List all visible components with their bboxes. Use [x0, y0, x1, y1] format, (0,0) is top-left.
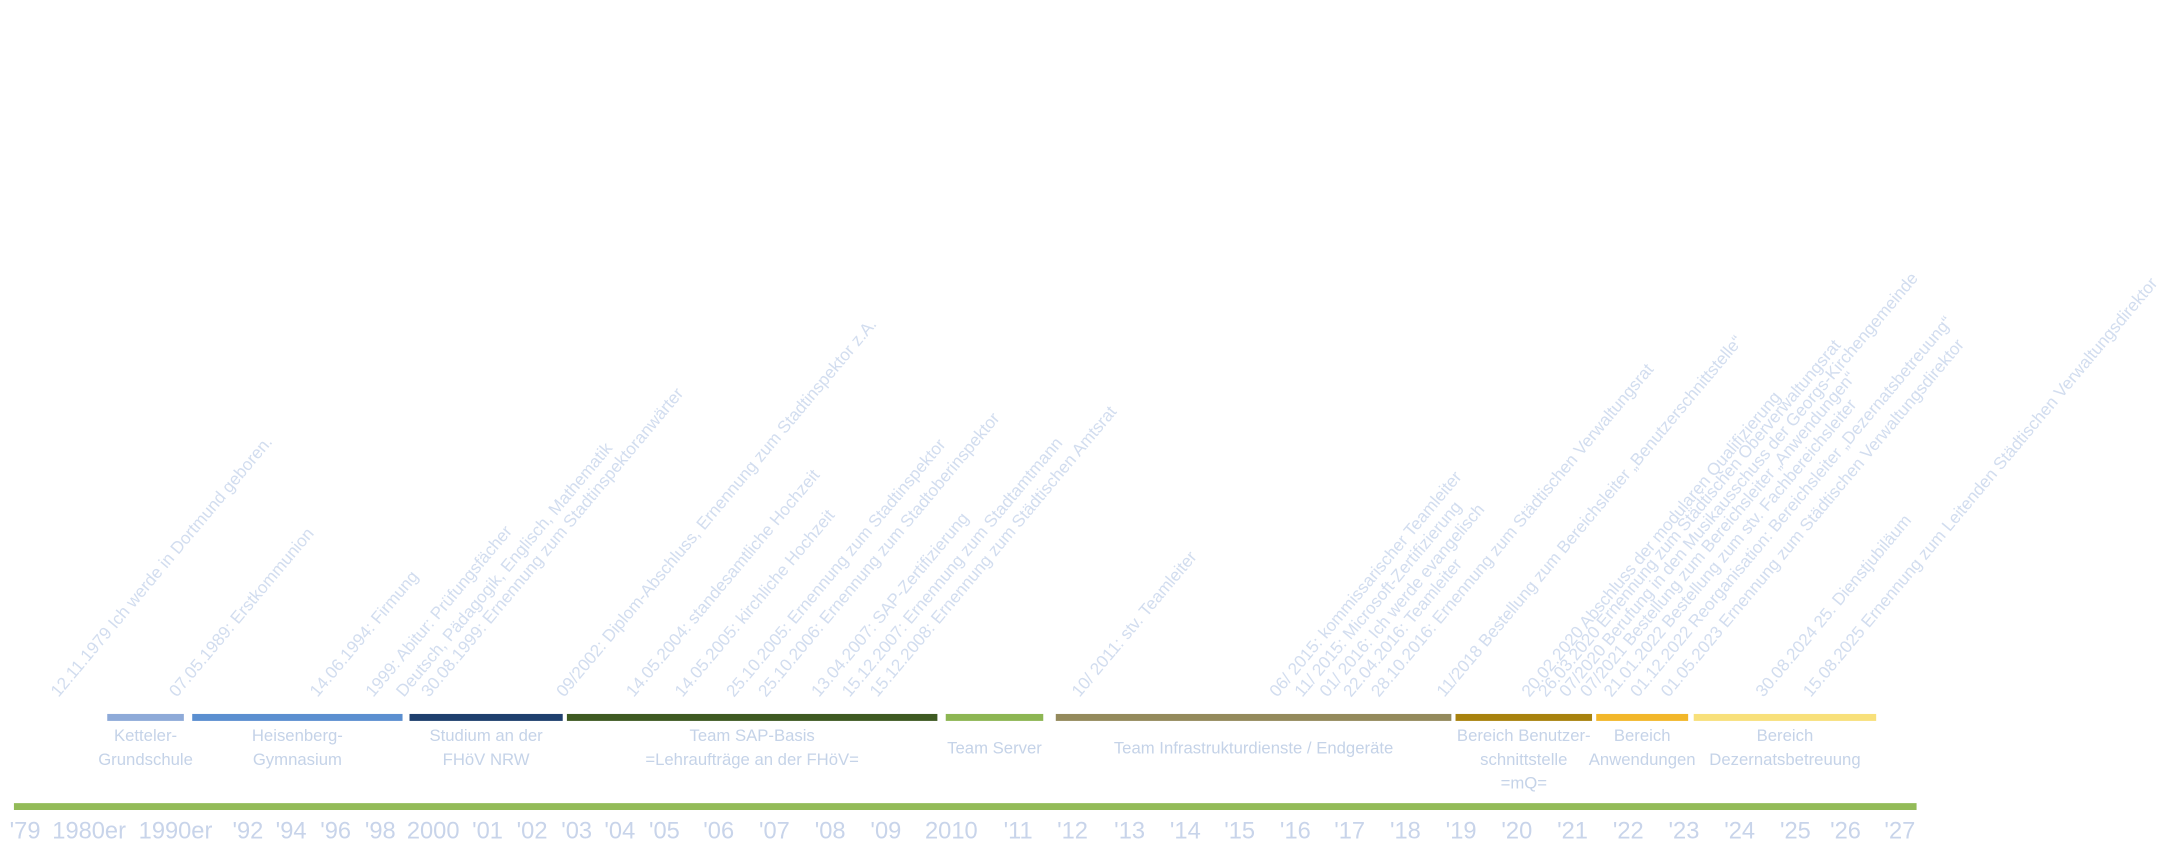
- axis-label: 1990er: [139, 819, 213, 845]
- axis-label: '21: [1557, 819, 1588, 845]
- axis-label: '79: [10, 819, 41, 845]
- axis-label: '03: [561, 819, 592, 845]
- axis-label: '13: [1114, 819, 1145, 845]
- axis-label: '23: [1669, 819, 1700, 845]
- phase-bar: [566, 713, 938, 721]
- axis-label: '27: [1884, 819, 1915, 845]
- phase-bar: [192, 713, 403, 721]
- phase-label: Gymnasium: [253, 750, 342, 769]
- axis-label: '14: [1170, 819, 1201, 845]
- axis-label: '04: [604, 819, 635, 845]
- phase-label: =Lehraufträge an der FHöV=: [645, 750, 859, 769]
- phase-label: FHöV NRW: [443, 750, 530, 769]
- axis-label: '98: [365, 819, 396, 845]
- axis-label: '08: [815, 819, 846, 845]
- axis-label: '22: [1613, 819, 1644, 845]
- axis-label: '26: [1830, 819, 1861, 845]
- axis-label: '12: [1057, 819, 1088, 845]
- axis-label: '18: [1390, 819, 1421, 845]
- axis-label: '15: [1224, 819, 1255, 845]
- axis-label: '94: [276, 819, 307, 845]
- phase-bar: [409, 713, 563, 721]
- phase-label: =mQ=: [1501, 773, 1547, 792]
- phase-label: Dezernatsbetreuung: [1709, 750, 1860, 769]
- phase-label: Studium an der: [429, 726, 543, 745]
- axis-label: '16: [1280, 819, 1311, 845]
- phase-label: Anwendungen: [1589, 750, 1696, 769]
- phase-bar: [1693, 713, 1877, 721]
- event-label: 10/ 2011: stv. Teamleiter: [1067, 547, 1201, 701]
- phase-label: Bereich Benutzer-: [1457, 726, 1591, 745]
- axis-label: '07: [759, 819, 790, 845]
- phase-bar: [1596, 713, 1689, 721]
- axis-label: '19: [1446, 819, 1477, 845]
- phase-label: schnittstelle: [1480, 750, 1567, 769]
- axis-label: '06: [703, 819, 734, 845]
- axis-label: '96: [320, 819, 351, 845]
- phase-bar: [107, 713, 184, 721]
- axis-label: '20: [1501, 819, 1532, 845]
- axis-label: '05: [649, 819, 680, 845]
- axis-label: '09: [870, 819, 901, 845]
- phase-label: Ketteler-: [114, 726, 177, 745]
- phase-label: Heisenberg-: [252, 726, 343, 745]
- phase-label: Team Infrastrukturdienste / Endgeräte: [1114, 739, 1393, 758]
- axis-label: '02: [517, 819, 548, 845]
- phase-label: Team Server: [947, 739, 1042, 758]
- axis-label: 2000: [407, 819, 460, 845]
- phase-label: Team SAP-Basis: [689, 726, 814, 745]
- event-label: 30.08.1999: Ernennung zum Stadtinspektor…: [417, 383, 688, 700]
- event-label: 12.11.1979 Ich werde in Dortmund geboren…: [46, 432, 276, 701]
- axis-label: '11: [1004, 819, 1033, 845]
- phase-bar: [945, 713, 1044, 721]
- phase-label: Grundschule: [98, 750, 193, 769]
- axis-label: '24: [1724, 819, 1755, 845]
- phase-label: Bereich: [1614, 726, 1671, 745]
- axis-label: 2010: [925, 819, 978, 845]
- axis-label: '25: [1780, 819, 1811, 845]
- axis-label: '92: [233, 819, 264, 845]
- axis-label: '01: [472, 819, 503, 845]
- phase-bar: [1055, 713, 1452, 721]
- phase-label: Bereich: [1757, 726, 1814, 745]
- phase-bar: [1455, 713, 1593, 721]
- axis-label: 1980er: [52, 819, 126, 845]
- axis-label: '17: [1334, 819, 1365, 845]
- event-label: 15.12.2008: Ernennung zum Städtischen Am…: [865, 402, 1120, 701]
